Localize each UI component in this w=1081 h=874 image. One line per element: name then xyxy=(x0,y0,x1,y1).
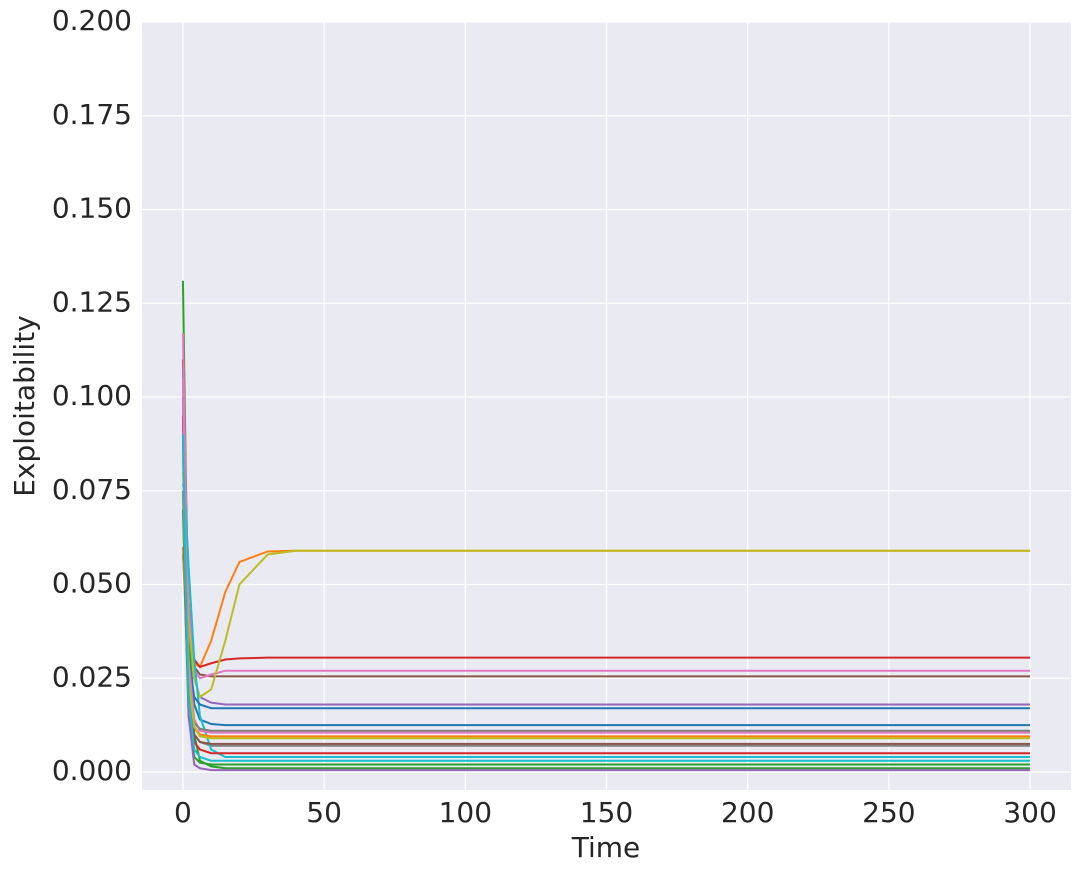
y-axis-label: Exploitability xyxy=(8,315,41,497)
y-tick-label: 0.175 xyxy=(52,98,132,131)
x-tick-label: 150 xyxy=(580,796,633,829)
y-tick-label: 0.150 xyxy=(52,192,132,225)
y-tick-label: 0.025 xyxy=(52,660,132,693)
y-tick-label: 0.000 xyxy=(52,754,132,787)
x-tick-label: 300 xyxy=(1003,796,1056,829)
x-tick-label: 250 xyxy=(862,796,915,829)
x-tick-label: 100 xyxy=(439,796,492,829)
x-axis-label: Time xyxy=(571,831,641,864)
x-tick-label: 200 xyxy=(721,796,774,829)
y-tick-label: 0.200 xyxy=(52,4,132,37)
y-tick-label: 0.075 xyxy=(52,473,132,506)
x-tick-label: 0 xyxy=(174,796,192,829)
x-tick-label: 50 xyxy=(306,796,342,829)
y-tick-label: 0.100 xyxy=(52,379,132,412)
y-tick-label: 0.125 xyxy=(52,285,132,318)
y-tick-label: 0.050 xyxy=(52,567,132,600)
series-line xyxy=(181,483,1031,758)
series-line xyxy=(181,434,1031,762)
